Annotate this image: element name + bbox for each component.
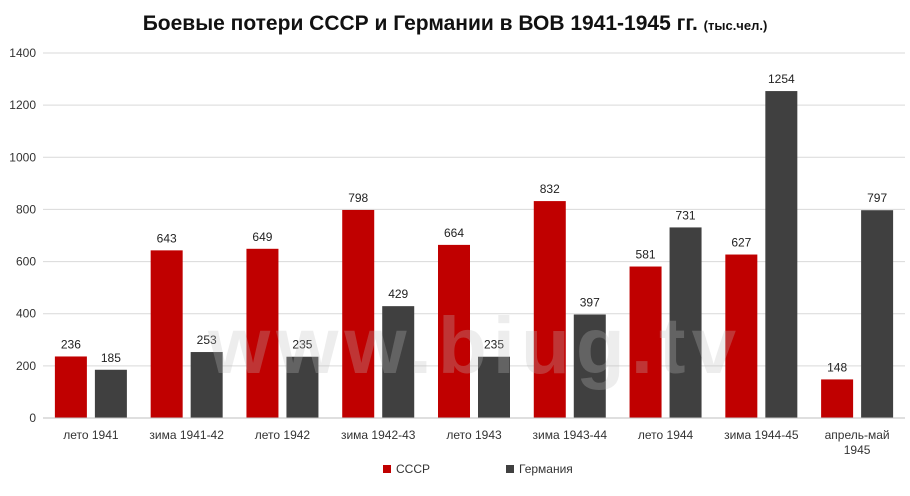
x-tick-label: лето 1944 [638, 428, 694, 442]
legend-swatch-germany [506, 465, 514, 473]
y-tick-label: 1000 [9, 150, 36, 164]
x-tick-label: лето 1941 [63, 428, 119, 442]
bar-ussr [629, 266, 662, 418]
bar-ussr [246, 248, 279, 418]
bar-germany [765, 91, 798, 419]
bar-ussr [438, 244, 470, 418]
legend-label-ussr: СССР [396, 462, 431, 476]
bar-ussr [725, 254, 758, 418]
y-tick-label: 600 [16, 255, 36, 269]
y-tick-label: 1400 [9, 46, 36, 60]
chart-unit: (тыс.чел.) [703, 18, 768, 33]
bar-ussr [54, 356, 87, 418]
bar-germany [573, 314, 606, 418]
x-tick-label: зима 1944-45 [724, 428, 799, 442]
legend-item-germany: Германия [506, 462, 573, 476]
data-label: 627 [731, 236, 751, 250]
x-tick-label: зима 1942-43 [341, 428, 416, 442]
legend-swatch-ussr [383, 465, 391, 473]
bar-germany [94, 369, 127, 418]
bar-ussr [150, 250, 183, 418]
x-tick-label: лето 1943 [446, 428, 502, 442]
bar-germany [286, 356, 319, 418]
data-label: 235 [292, 338, 312, 352]
data-label: 643 [157, 231, 177, 245]
data-label: 798 [348, 191, 368, 205]
x-tick-label: зима 1941-42 [149, 428, 224, 442]
data-label: 236 [61, 337, 81, 351]
legend-label-germany: Германия [519, 462, 573, 476]
bar-germany [861, 210, 894, 418]
bar-ussr [533, 201, 566, 418]
bar-germany [478, 356, 510, 418]
data-label: 397 [580, 295, 600, 309]
data-label: 148 [827, 360, 847, 374]
data-label: 832 [540, 182, 560, 196]
data-label: 649 [252, 230, 272, 244]
data-label: 185 [101, 351, 121, 365]
bar-germany [669, 227, 702, 418]
data-label: 1254 [768, 72, 795, 86]
data-label: 797 [867, 191, 887, 205]
bar-germany [190, 352, 223, 418]
data-label: 235 [484, 338, 504, 352]
y-tick-label: 800 [16, 202, 36, 216]
data-label: 253 [197, 333, 217, 347]
y-tick-label: 200 [16, 359, 36, 373]
bar-ussr [821, 379, 854, 418]
chart-title: Боевые потери СССР и Германии в ВОВ 1941… [0, 12, 910, 36]
data-label: 429 [388, 287, 408, 301]
y-tick-label: 400 [16, 307, 36, 321]
data-label: 731 [676, 208, 696, 222]
bar-ussr [342, 209, 375, 418]
y-tick-label: 1200 [9, 98, 36, 112]
x-tick-label: апрель-май [825, 428, 890, 442]
legend-item-ussr: СССР [383, 462, 430, 476]
x-tick-label: лето 1942 [255, 428, 311, 442]
data-label: 581 [636, 248, 656, 262]
y-tick-label: 0 [29, 411, 36, 425]
chart-title-text: Боевые потери СССР и Германии в ВОВ 1941… [142, 12, 698, 35]
x-tick-label: зима 1943-44 [533, 428, 608, 442]
bar-germany [382, 306, 415, 418]
data-label: 664 [444, 226, 464, 240]
x-tick-label: 1945 [844, 443, 871, 457]
